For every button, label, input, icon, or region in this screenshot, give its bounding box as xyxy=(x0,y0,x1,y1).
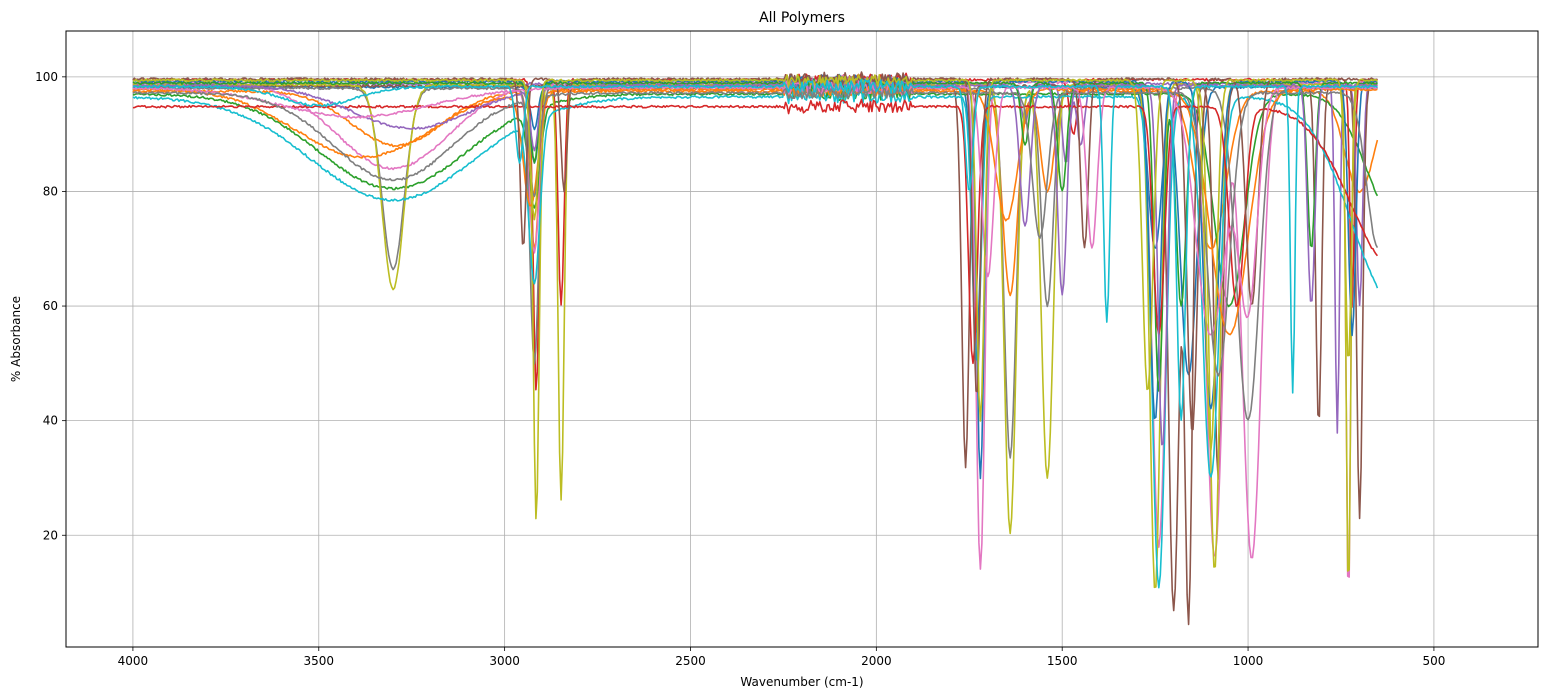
series-line xyxy=(132,78,1378,421)
series-line xyxy=(132,88,1379,589)
y-tick-label: 20 xyxy=(43,528,58,542)
series-line xyxy=(132,85,1379,377)
x-tick-label: 2500 xyxy=(675,654,706,668)
x-tick-label: 3500 xyxy=(303,654,334,668)
x-tick-label: 4000 xyxy=(118,654,149,668)
series-line xyxy=(132,71,1378,431)
x-axis-label: Wavenumber (cm-1) xyxy=(740,675,863,689)
axis-ticks: 4000 3500 3000 2500 2000 1500 1000 500 20 40 60 80 1… xyxy=(35,70,1445,668)
y-tick-label: 60 xyxy=(43,299,58,313)
y-tick-label: 40 xyxy=(43,414,58,428)
series-line xyxy=(132,81,1378,336)
series-lines xyxy=(132,71,1379,626)
y-axis-label: % Absorbance xyxy=(9,296,23,382)
chart-title: All Polymers xyxy=(759,10,845,26)
series-line xyxy=(132,73,1378,451)
x-tick-label: 3000 xyxy=(489,654,520,668)
x-tick-label: 1000 xyxy=(1233,654,1264,668)
y-tick-label: 80 xyxy=(43,184,58,198)
plot-frame xyxy=(65,30,1539,648)
series-line xyxy=(132,75,1378,392)
x-tick-label: 500 xyxy=(1422,654,1445,668)
y-tick-label: 100 xyxy=(35,70,58,84)
series-line xyxy=(132,78,1378,446)
x-tick-label: 1500 xyxy=(1047,654,1078,668)
x-tick-label: 2000 xyxy=(861,654,892,668)
